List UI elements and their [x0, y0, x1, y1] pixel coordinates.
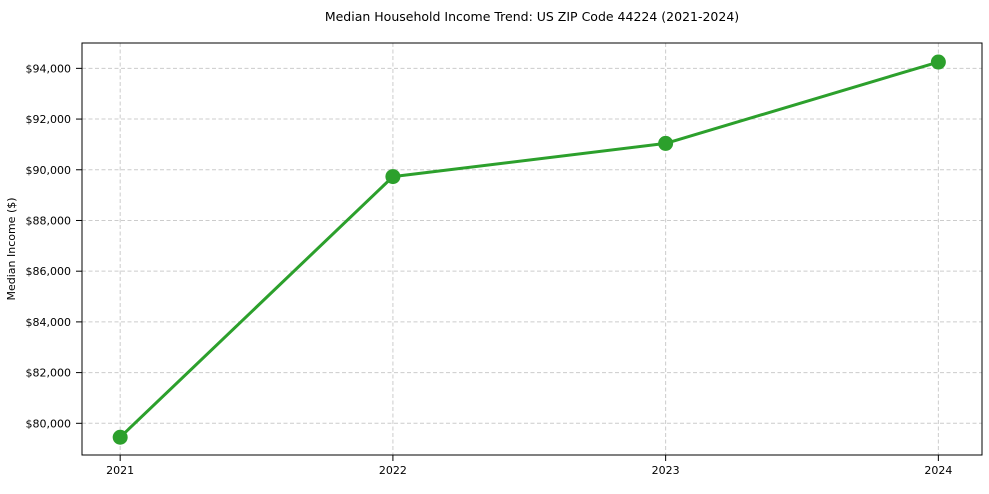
- y-axis-title: Median Income ($): [5, 197, 18, 300]
- y-tick-label-84000: $84,000: [26, 316, 72, 329]
- x-tick-label-2024: 2024: [924, 464, 952, 477]
- data-point-2023: [658, 135, 674, 151]
- y-tick-label-82000: $82,000: [26, 367, 72, 380]
- grid-layer: [82, 43, 982, 455]
- data-point-2021: [112, 429, 128, 445]
- plot-border: [81, 42, 983, 456]
- tick-layer: 2021 2022 2023 2024 $80,000 $82,000 $84,000 $86…: [26, 62, 953, 477]
- x-tick-label-2021: 2021: [106, 464, 134, 477]
- data-point-2024: [930, 54, 946, 70]
- series-layer: [112, 54, 946, 445]
- y-tick-label-88000: $88,000: [26, 214, 72, 227]
- data-point-2022: [385, 169, 401, 185]
- y-tick-label-94000: $94,000: [26, 62, 72, 75]
- trend-line: [118, 60, 940, 439]
- y-tick-label-90000: $90,000: [26, 164, 72, 177]
- x-tick-label-2023: 2023: [652, 464, 680, 477]
- y-tick-label-92000: $92,000: [26, 113, 72, 126]
- y-tick-label-86000: $86,000: [26, 265, 72, 278]
- y-tick-label-80000: $80,000: [26, 417, 72, 430]
- chart-title: Median Household Income Trend: US ZIP Co…: [325, 9, 739, 24]
- x-tick-label-2022: 2022: [379, 464, 407, 477]
